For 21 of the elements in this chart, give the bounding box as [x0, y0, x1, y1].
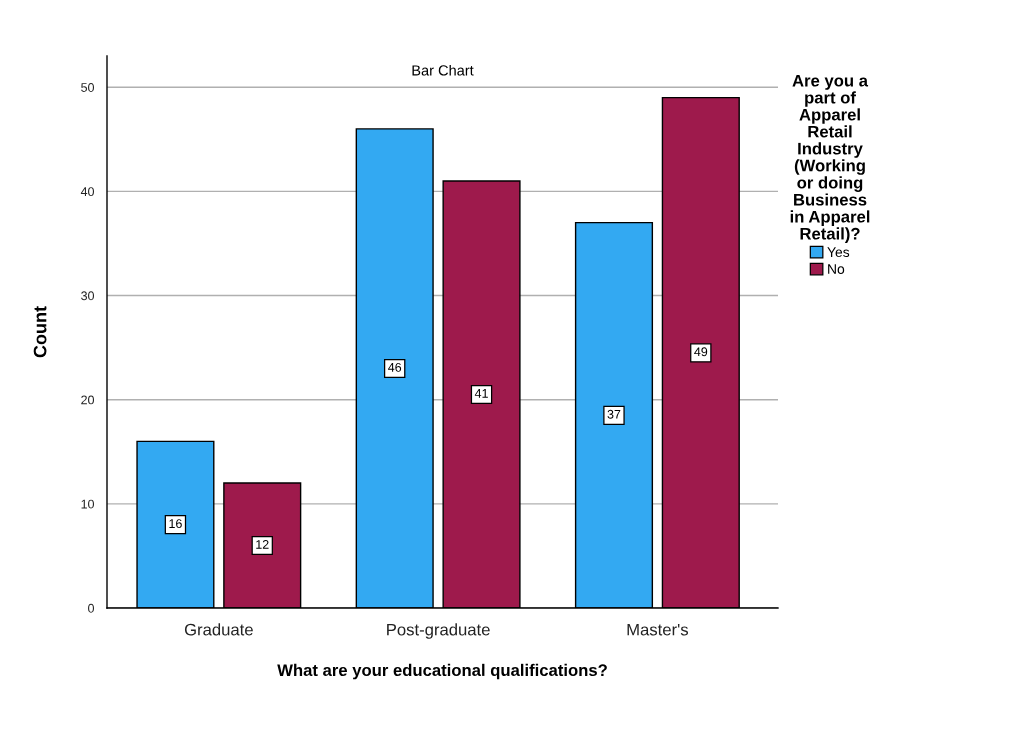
y-tick-label: 20: [81, 395, 95, 405]
y-tick-label: 40: [80, 187, 95, 197]
y-tick-label: 0: [88, 603, 95, 613]
x-tick-label: Master's: [627, 623, 689, 636]
legend-label: Yes: [827, 247, 850, 258]
legend-label: No: [828, 264, 845, 274]
y-axis-title: Count: [33, 306, 47, 358]
chart-title: Bar Chart: [412, 64, 474, 76]
data-label: 41: [474, 389, 488, 398]
y-tick-label: 30: [81, 291, 95, 301]
data-label: 46: [388, 362, 402, 372]
text: Are you a part of Apparel Retail Industry (Working or doing Business in Apparel Retail)?: [790, 74, 870, 243]
data-label: 12: [256, 540, 269, 549]
data-label: 16: [169, 519, 182, 529]
x-tick-label: Graduate: [184, 623, 253, 636]
x-tick-label: Post-graduate: [387, 623, 490, 639]
y-tick-label: 50: [81, 83, 95, 92]
data-label: 37: [607, 409, 621, 419]
y-tick-label: 10: [81, 499, 95, 509]
x-axis-title: What are your educational qualifications?: [277, 663, 607, 680]
data-label: 49: [694, 347, 708, 357]
